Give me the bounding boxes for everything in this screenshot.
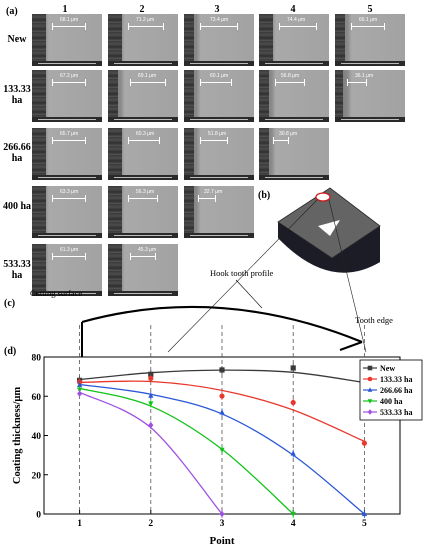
sem-image: 30.8 μm xyxy=(259,128,329,180)
x-tick-label: 2 xyxy=(148,519,153,529)
legend-label: New xyxy=(380,364,395,373)
data-point xyxy=(361,510,367,517)
data-point xyxy=(148,421,154,429)
column-label-1: 1 xyxy=(62,4,68,15)
sem-image: 61.3 μm xyxy=(32,244,102,296)
saw-blade-illustration xyxy=(277,187,381,273)
data-point xyxy=(367,365,373,371)
y-tick-label: 20 xyxy=(32,471,42,481)
panel-label-c: (c) xyxy=(4,298,15,309)
sem-image: 67.2 μm xyxy=(32,70,102,122)
data-point xyxy=(290,399,296,406)
column-label-4: 4 xyxy=(290,4,296,15)
x-axis-label: Point xyxy=(209,535,234,547)
column-label-2: 2 xyxy=(139,4,145,15)
row-label-266: 266.66 ha xyxy=(3,142,31,164)
y-axis-label: Coating thickness/μm xyxy=(12,387,23,485)
sem-image: 36.1 μm xyxy=(335,70,405,122)
sem-image: 32.7 μm xyxy=(184,186,254,238)
data-point xyxy=(290,450,296,456)
hook-tooth-schematic xyxy=(81,305,363,357)
hook-tooth-profile-label: Hook tooth profile xyxy=(210,268,273,278)
y-tick-label: 40 xyxy=(32,432,42,442)
cutting-surface-label: Cutting surface xyxy=(30,288,82,298)
data-point xyxy=(367,399,373,404)
tooth-edge-label: Tooth edge xyxy=(355,315,393,325)
data-point xyxy=(148,392,154,398)
x-tick-label: 1 xyxy=(77,519,82,529)
data-point xyxy=(77,390,83,397)
data-point xyxy=(290,511,296,518)
y-tick-label: 60 xyxy=(32,393,42,403)
y-tick-label: 80 xyxy=(32,354,42,364)
sem-image: 60.3 μm xyxy=(108,128,178,180)
sem-image: 71.2 μm xyxy=(108,14,178,66)
y-tick-label: 0 xyxy=(36,511,41,521)
sem-image: 45.3 μm xyxy=(108,244,178,296)
series-533-33-ha xyxy=(77,389,225,518)
row-label-400: 400 ha xyxy=(2,201,32,212)
legend-label: 266.66 ha xyxy=(380,386,412,395)
sem-image: 68.1 μm xyxy=(32,14,102,66)
panel-label-a: (a) xyxy=(6,6,18,17)
column-label-5: 5 xyxy=(367,4,373,15)
legend-label: 400 ha xyxy=(380,397,402,406)
series-266-66-ha xyxy=(77,381,367,518)
legend-label: 533.33 ha xyxy=(380,408,412,417)
sem-image: 65.7 μm xyxy=(32,128,102,180)
legend-label: 133.33 ha xyxy=(380,375,412,384)
sem-image: 56.3 μm xyxy=(108,186,178,238)
series-line xyxy=(79,380,365,442)
series-line xyxy=(79,387,294,515)
data-point xyxy=(77,381,83,388)
panel-label-d: (d) xyxy=(4,346,16,357)
sem-image: 66.1 μm xyxy=(335,14,405,66)
data-point xyxy=(361,440,367,446)
hook-tooth-profile-arrow xyxy=(235,279,263,309)
data-point xyxy=(367,376,373,382)
data-point xyxy=(219,367,225,373)
sem-image: 56.8 μm xyxy=(259,70,329,122)
sem-image: 73.4 μm xyxy=(184,14,254,66)
data-point xyxy=(219,510,225,518)
data-point xyxy=(148,371,154,377)
data-point xyxy=(367,409,373,415)
data-point xyxy=(290,365,296,371)
sem-image: 69.1 μm xyxy=(108,70,178,122)
callout-lines xyxy=(167,199,367,353)
row-label-533: 533.33 ha xyxy=(3,259,31,281)
panel-label-b: (b) xyxy=(258,190,271,201)
data-point xyxy=(219,409,225,415)
row-label-new: New xyxy=(7,34,27,45)
sem-image: 51.8 μm xyxy=(184,128,254,180)
x-tick-label: 3 xyxy=(220,519,225,529)
sem-image: 74.4 μm xyxy=(259,14,329,66)
data-point xyxy=(148,375,154,381)
legend: New 133.33 ha 266.66 ha 400 ha 533.33 ha xyxy=(359,359,423,421)
sem-image: 60.1 μm xyxy=(184,70,254,122)
data-point xyxy=(219,447,225,453)
sem-image: 63.3 μm xyxy=(32,186,102,238)
data-point xyxy=(219,393,225,399)
data-point xyxy=(367,387,373,392)
data-point xyxy=(148,401,154,407)
column-label-3: 3 xyxy=(214,4,220,15)
x-tick-label: 5 xyxy=(362,519,367,529)
series-133-33-ha xyxy=(77,374,367,448)
x-tick-label: 4 xyxy=(291,519,296,529)
row-label-133: 133.33 ha xyxy=(3,84,31,106)
series-400-ha xyxy=(77,385,296,518)
plot-frame xyxy=(43,356,401,515)
